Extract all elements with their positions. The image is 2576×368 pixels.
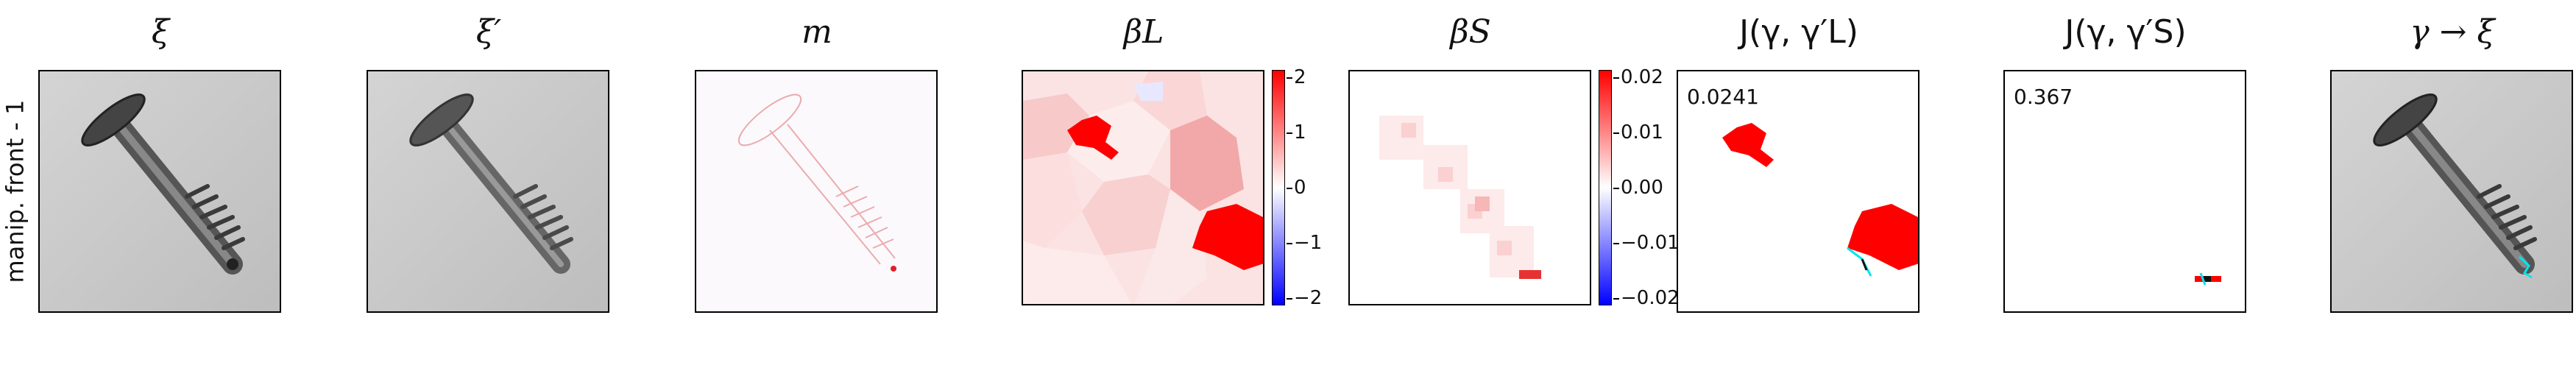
panel-title-beta-s: βS [1450, 13, 1491, 51]
panel-j-l-map: 0.0241 [1677, 70, 1919, 313]
jaccard-value-l: 0.0241 [1687, 85, 1759, 109]
cbar-s-tick: 0.01 [1613, 121, 1663, 144]
cbar-s-tick: −0.01 [1613, 232, 1680, 254]
cbar-l-tick: −1 [1286, 232, 1323, 254]
cbar-s-tick: 0.02 [1613, 66, 1663, 88]
beta-s-heatmap [1350, 71, 1590, 304]
row-label-text: manip. front - 1 [1, 99, 29, 283]
panel-title-gamma-xi: γ → ξ [2410, 13, 2495, 51]
colorbar-beta-s [1599, 70, 1612, 305]
jaccard-value-s: 0.367 [2014, 85, 2073, 109]
screw-image-xi [40, 71, 280, 311]
panel-xi-image [38, 70, 281, 313]
j-s-overlay [2195, 272, 2221, 286]
panel-j-s-map: 0.367 [2003, 70, 2246, 313]
screw-image-overlay [2332, 71, 2572, 311]
row-label: manip. front - 1 [0, 70, 29, 313]
screw-image-xi-prime [368, 71, 608, 311]
colorbar-beta-l [1272, 70, 1285, 305]
panel-title-j-s: J(γ, γ′S) [2064, 13, 2187, 51]
cbar-s-tick: −0.02 [1613, 287, 1680, 309]
panel-title-m: m [802, 13, 832, 51]
cbar-s-tick: 0.00 [1613, 177, 1663, 199]
panel-title-j-l: J(γ, γ′L) [1739, 13, 1858, 51]
panel-m-map [695, 70, 938, 313]
j-l-overlay [1722, 123, 1918, 277]
cbar-l-tick: 1 [1287, 121, 1306, 144]
cbar-l-tick: 2 [1287, 66, 1306, 88]
beta-l-heatmap [1023, 71, 1263, 304]
cbar-l-tick: −2 [1286, 287, 1323, 309]
panel-beta-s-map [1348, 70, 1591, 305]
cbar-l-tick: 0 [1287, 177, 1306, 199]
panel-beta-l-map [1022, 70, 1264, 305]
panel-xi-prime-image [367, 70, 609, 313]
panel-title-beta-l: βL [1123, 13, 1164, 51]
panel-title-xi: ξ [151, 13, 170, 51]
panel-gamma-xi-image [2330, 70, 2573, 313]
panel-title-xi-prime: ξ′ [475, 13, 502, 51]
mask-map-m [696, 71, 936, 311]
